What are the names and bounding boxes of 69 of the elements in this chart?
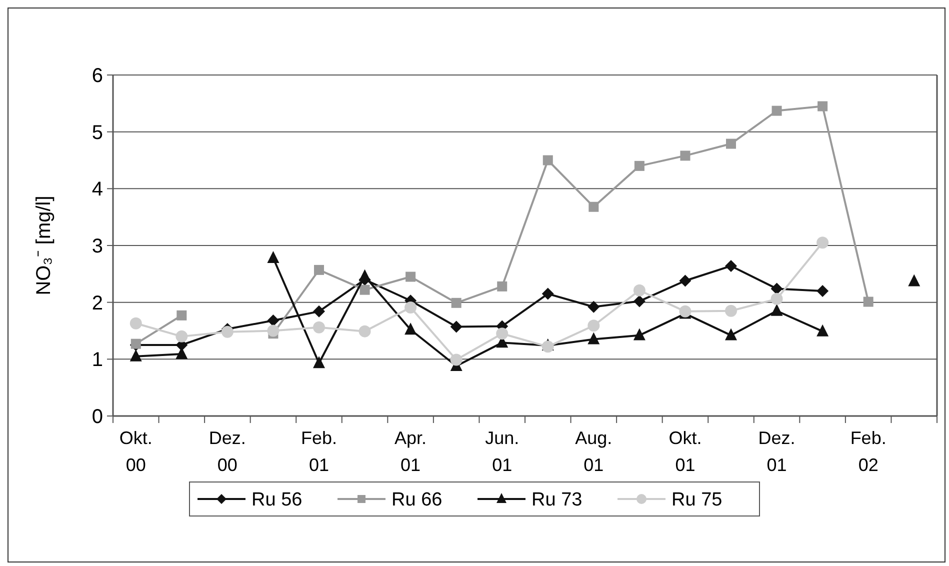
- point: [908, 274, 920, 286]
- point: [176, 330, 188, 342]
- point: [770, 304, 783, 316]
- point: [816, 324, 829, 336]
- point: [358, 269, 371, 282]
- point: [450, 320, 462, 333]
- x-tick-label: Dez. 00: [208, 428, 246, 475]
- y-tick-label: 4: [92, 178, 103, 201]
- point: [680, 150, 690, 161]
- x-tick-label: Jun. 01: [485, 428, 520, 475]
- point: [863, 296, 874, 307]
- point: [314, 264, 324, 275]
- x-tick-label: Dez. 01: [758, 428, 796, 475]
- y-axis-title: NO₃⁻ [mg/l]: [33, 196, 55, 296]
- point: [542, 288, 554, 300]
- point: [267, 324, 280, 337]
- point: [542, 155, 553, 166]
- point: [313, 321, 325, 334]
- point: [404, 322, 417, 335]
- point: [772, 106, 782, 116]
- x-tick-label: Okt. 01: [668, 428, 702, 475]
- point: [633, 328, 646, 340]
- point: [404, 301, 417, 314]
- point: [588, 300, 600, 313]
- point: [130, 317, 142, 330]
- point: [176, 310, 187, 320]
- point: [406, 272, 416, 282]
- y-tick-label: 0: [92, 406, 103, 428]
- point: [725, 304, 737, 317]
- point: [588, 332, 600, 344]
- point: [725, 260, 737, 272]
- point: [816, 236, 829, 249]
- y-tick-label: 2: [92, 292, 103, 314]
- point: [588, 320, 600, 332]
- point: [633, 295, 646, 308]
- point: [497, 281, 508, 292]
- point: [313, 305, 325, 318]
- point: [816, 284, 829, 297]
- point: [450, 354, 462, 366]
- y-tick-label: 5: [92, 122, 103, 144]
- x-tick-label: Feb. 01: [300, 428, 338, 475]
- point: [130, 349, 142, 362]
- point: [633, 284, 646, 296]
- point: [726, 138, 736, 149]
- point: [360, 284, 370, 295]
- point: [588, 202, 599, 212]
- point: [451, 298, 462, 308]
- x-tick-label: Okt. 00: [119, 428, 152, 475]
- y-tick-label: 1: [92, 349, 103, 372]
- point: [496, 328, 508, 340]
- point: [770, 282, 783, 295]
- legend-label: Ru 75: [672, 490, 722, 511]
- point: [818, 101, 828, 112]
- point: [358, 325, 371, 338]
- point: [725, 328, 737, 340]
- legend-label: Ru 56: [252, 490, 302, 511]
- point: [313, 356, 325, 368]
- y-tick-label: 3: [92, 236, 103, 258]
- legend-label: Ru 66: [392, 490, 442, 511]
- legend-label: Ru 73: [532, 490, 582, 511]
- y-tick-label: 6: [92, 65, 103, 87]
- point: [634, 160, 644, 171]
- x-tick-label: Feb. 02: [850, 428, 886, 475]
- point: [679, 274, 692, 287]
- x-tick-label: Aug. 01: [575, 428, 612, 475]
- x-tick-label: Apr. 01: [394, 428, 427, 475]
- point: [267, 251, 280, 264]
- point: [221, 326, 234, 338]
- point: [770, 292, 783, 305]
